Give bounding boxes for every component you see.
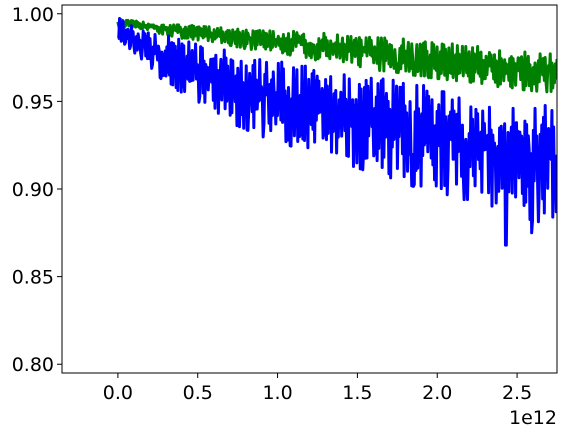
y-tick-label: 0.80 [12,354,54,376]
y-tick-label: 1.00 [12,4,54,26]
x-tick-label: 2.5 [502,382,532,404]
x-tick-label: 0.0 [103,382,133,404]
series-1-line [116,18,557,94]
x-axis: 0.0 0.5 1.0 1.5 2.0 2.5 [103,373,532,404]
x-tick-label: 1.0 [262,382,292,404]
x-tick-label: 2.0 [422,382,452,404]
x-tick-label: 1.5 [342,382,372,404]
y-tick-label: 0.85 [12,267,54,289]
series-2-line [117,16,557,247]
y-tick-label: 0.95 [12,91,54,113]
y-axis: 0.80 0.85 0.90 0.95 1.00 [12,4,62,376]
x-tick-label: 0.5 [183,382,213,404]
series-layer [116,16,557,247]
x-axis-offset-label: 1e12 [509,407,557,429]
y-tick-label: 0.90 [12,179,54,201]
